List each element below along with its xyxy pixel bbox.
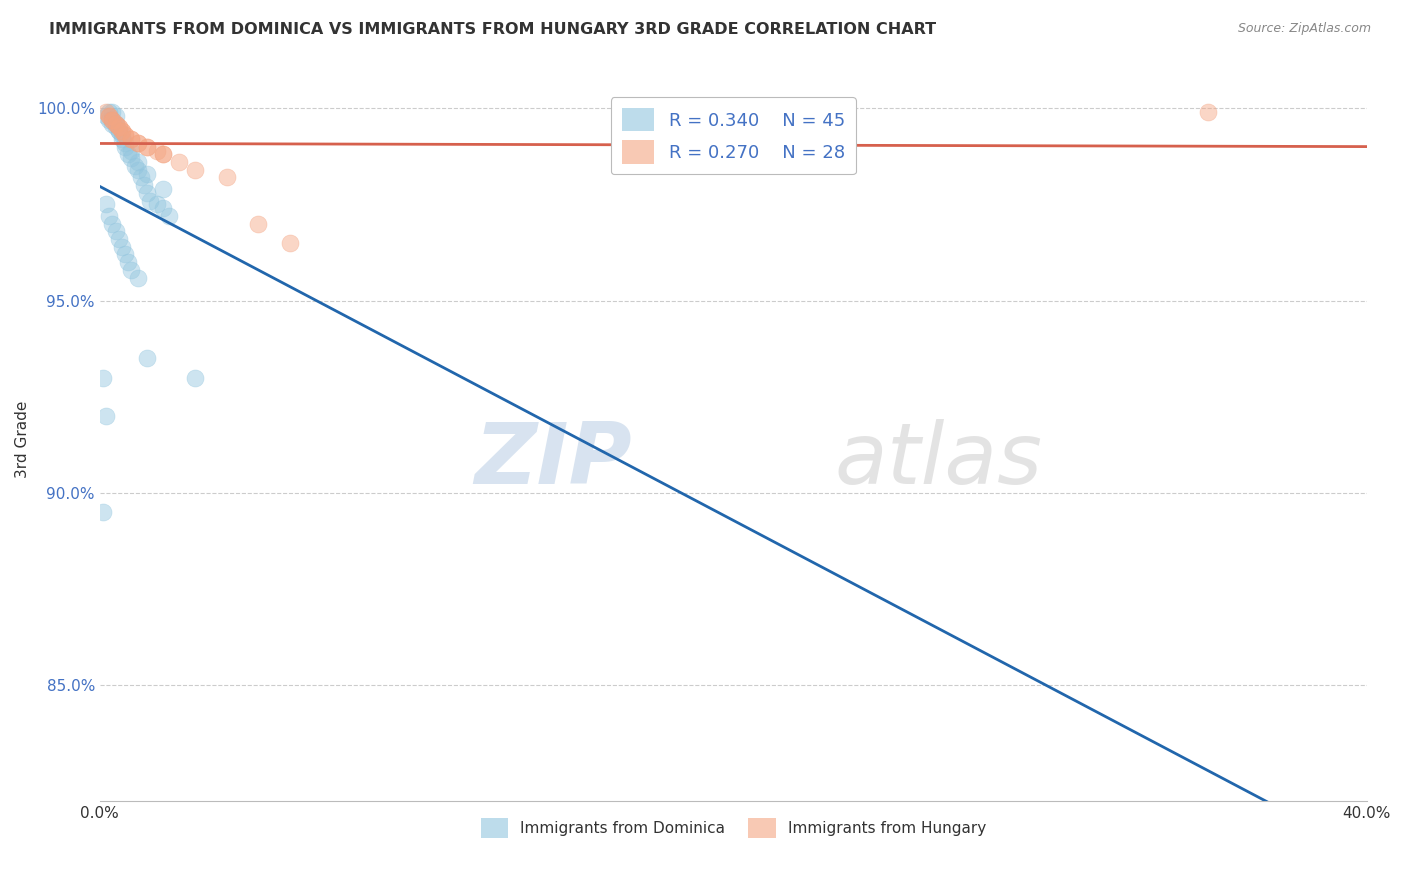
Point <box>152 147 174 161</box>
Point <box>101 112 124 127</box>
Point <box>104 224 127 238</box>
Legend: Immigrants from Dominica, Immigrants from Hungary: Immigrants from Dominica, Immigrants fro… <box>474 812 993 844</box>
Point <box>98 105 121 120</box>
Point <box>108 124 131 138</box>
Point <box>184 370 207 384</box>
Point <box>136 139 159 153</box>
Point <box>278 235 301 250</box>
Point <box>146 197 169 211</box>
Point <box>114 128 136 143</box>
Point <box>104 117 127 131</box>
Point <box>111 240 134 254</box>
Point <box>111 124 134 138</box>
Text: ZIP: ZIP <box>474 419 631 502</box>
Point <box>121 132 143 146</box>
Point <box>117 255 139 269</box>
Point <box>146 144 169 158</box>
Point <box>108 124 131 138</box>
Point <box>152 147 174 161</box>
Point <box>152 182 174 196</box>
Point <box>127 136 149 150</box>
Point <box>136 186 159 200</box>
Point <box>98 112 121 127</box>
Point <box>104 117 127 131</box>
Point <box>121 151 143 165</box>
Point <box>121 144 143 158</box>
Point <box>101 112 124 127</box>
Point <box>139 194 162 208</box>
Point <box>136 139 159 153</box>
Point <box>111 128 134 143</box>
Point <box>104 117 127 131</box>
Point <box>98 109 121 123</box>
Point <box>98 209 121 223</box>
Point <box>127 136 149 150</box>
Point <box>111 124 134 138</box>
Point <box>136 167 159 181</box>
Point <box>136 351 159 366</box>
Point <box>104 120 127 135</box>
Text: IMMIGRANTS FROM DOMINICA VS IMMIGRANTS FROM HUNGARY 3RD GRADE CORRELATION CHART: IMMIGRANTS FROM DOMINICA VS IMMIGRANTS F… <box>49 22 936 37</box>
Point <box>134 178 156 193</box>
Point <box>1197 105 1219 120</box>
Point <box>129 170 152 185</box>
Point <box>114 139 136 153</box>
Point <box>108 120 131 135</box>
Point <box>94 109 117 123</box>
Point <box>121 263 143 277</box>
Point <box>104 109 127 123</box>
Point <box>114 136 136 150</box>
Text: atlas: atlas <box>835 419 1043 502</box>
Point <box>152 201 174 215</box>
Point <box>108 120 131 135</box>
Point <box>124 159 146 173</box>
Point <box>94 105 117 120</box>
Point <box>101 217 124 231</box>
Point <box>111 132 134 146</box>
Point <box>117 147 139 161</box>
Point <box>101 105 124 120</box>
Point <box>127 155 149 169</box>
Text: Source: ZipAtlas.com: Source: ZipAtlas.com <box>1237 22 1371 36</box>
Point <box>114 128 136 143</box>
Point <box>94 197 117 211</box>
Point <box>101 117 124 131</box>
Point <box>94 409 117 423</box>
Point <box>121 132 143 146</box>
Point <box>167 155 190 169</box>
Point <box>101 112 124 127</box>
Point <box>159 209 181 223</box>
Point <box>127 162 149 177</box>
Point <box>91 370 114 384</box>
Point <box>247 217 270 231</box>
Point <box>114 247 136 261</box>
Point <box>215 170 238 185</box>
Point <box>98 109 121 123</box>
Point <box>108 232 131 246</box>
Point <box>127 270 149 285</box>
Point <box>184 162 207 177</box>
Y-axis label: 3rd Grade: 3rd Grade <box>15 401 30 478</box>
Point <box>91 505 114 519</box>
